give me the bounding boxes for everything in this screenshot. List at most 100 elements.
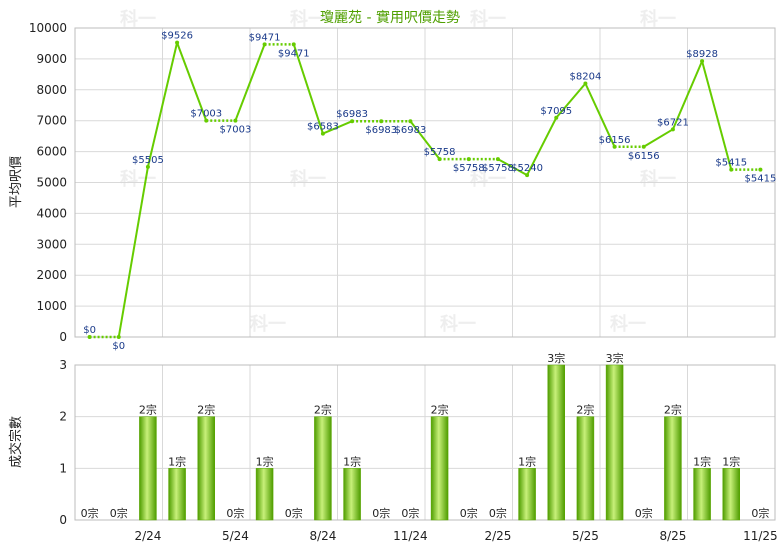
x-tick-label: 11/25	[743, 529, 778, 543]
price-gridlines	[75, 27, 775, 338]
price-data-label: $9471	[278, 48, 310, 59]
count-bar-label: 0宗	[81, 506, 99, 520]
count-bar-label: 0宗	[489, 506, 507, 520]
price-data-point	[204, 118, 209, 123]
count-bar	[576, 416, 595, 521]
price-data-point	[175, 40, 180, 45]
price-data-label: $7003	[220, 125, 252, 136]
price-data-label: $5758	[453, 163, 485, 174]
watermark-text: 科一	[290, 168, 326, 190]
price-line-segment	[176, 42, 208, 121]
price-line-segment	[322, 120, 353, 135]
price-data-label: $8204	[570, 71, 602, 82]
price-y-tick-label: 1000	[36, 299, 67, 313]
count-y-tick-label: 1	[59, 461, 67, 475]
price-data-label: $9471	[249, 32, 281, 43]
price-line-segment	[526, 117, 558, 176]
price-y-tick-label: 4000	[36, 206, 67, 220]
price-line-segment	[234, 43, 266, 121]
price-data-label: $5415	[745, 174, 777, 185]
count-bar	[139, 416, 157, 521]
count-bar-label: 0宗	[635, 506, 653, 520]
price-data-label: $6983	[336, 109, 368, 120]
watermark-text: 科一	[470, 8, 506, 30]
x-tick-label: 8/24	[309, 529, 336, 543]
price-data-point	[233, 118, 238, 123]
count-bar-label: 1宗	[693, 454, 711, 468]
price-data-point	[466, 157, 471, 162]
count-bar-label: 1宗	[722, 454, 740, 468]
price-y-tick-label: 9000	[36, 52, 67, 66]
count-bar-label: 1宗	[343, 454, 361, 468]
count-bar-label: 2宗	[197, 403, 215, 417]
price-data-label: $6583	[307, 122, 339, 133]
price-data-point	[379, 119, 384, 124]
chart-title: 瓊麗苑 - 實用呎價走勢	[320, 9, 460, 26]
count-bar	[314, 416, 332, 521]
price-data-point	[145, 164, 150, 169]
price-data-point	[641, 144, 646, 149]
count-bar-label: 3宗	[547, 351, 565, 365]
count-bar	[197, 416, 215, 521]
count-y-tick-label: 0	[59, 513, 67, 527]
price-line-segment	[584, 83, 616, 148]
x-tick-label: 5/24	[222, 529, 249, 543]
watermark-text: 科一	[290, 8, 326, 30]
price-data-point	[729, 167, 734, 172]
price-data-label: $8928	[686, 49, 718, 60]
count-bar	[605, 364, 624, 521]
price-data-label: $5415	[715, 158, 747, 169]
price-line-segment	[292, 44, 324, 134]
price-data-point	[700, 59, 705, 64]
count-bar-label: 0宗	[372, 506, 390, 520]
price-data-label: $0	[83, 325, 96, 336]
count-bar	[168, 468, 186, 521]
x-axis-ticks: 2/24 5/24 8/24 11/24 2/25 5/25 8/25 11/25	[134, 529, 777, 543]
price-data-point	[525, 173, 530, 178]
price-line-segment	[497, 158, 528, 176]
count-bar-label: 1宗	[518, 454, 536, 468]
x-tick-label: 11/24	[393, 529, 428, 543]
price-data-point	[291, 42, 296, 47]
count-bar	[693, 468, 711, 521]
count-bar-label: 0宗	[226, 506, 244, 520]
count-bar-label: 2宗	[664, 403, 682, 417]
x-tick-label: 2/24	[134, 529, 161, 543]
price-data-label: $6983	[365, 125, 397, 136]
price-y-tick-label: 7000	[36, 114, 67, 128]
price-data-point	[408, 119, 413, 124]
count-bar-label: 1宗	[168, 454, 186, 468]
watermark-text: 科一	[610, 313, 646, 335]
count-plot-frame	[74, 364, 776, 521]
price-data-point	[437, 157, 442, 162]
price-line-segment	[117, 166, 149, 338]
price-data-point	[320, 131, 325, 136]
count-bar	[255, 468, 274, 521]
watermark-text: 科一	[120, 8, 156, 30]
watermark-text: 科一	[440, 313, 476, 335]
watermark-text: 科一	[470, 168, 506, 190]
price-line-segment	[643, 128, 674, 148]
price-y-tick-label: 6000	[36, 145, 67, 159]
price-data-point	[612, 144, 617, 149]
price-data-label: $6721	[657, 117, 689, 128]
price-line-segment	[409, 120, 441, 160]
price-data-point	[554, 115, 559, 120]
watermark-text: 科一	[640, 168, 676, 190]
price-data-label: $0	[112, 341, 125, 352]
count-bar-label: 0宗	[285, 506, 303, 520]
price-line: $0 $0 $5505 $9526 $7003 $7003 $9471 $9471 $6583 $…	[83, 31, 776, 352]
price-data-label: $5758	[482, 163, 514, 174]
x-tick-label: 8/25	[659, 529, 686, 543]
price-line-segment	[555, 82, 587, 119]
price-data-point	[87, 335, 92, 339]
price-data-label: $5505	[132, 155, 164, 166]
price-y-tick-label: 3000	[36, 237, 67, 251]
price-data-point	[495, 157, 500, 162]
price-data-label: $7003	[190, 109, 222, 120]
watermark-text: 科一	[250, 313, 286, 335]
watermark-text: 科一	[120, 168, 156, 190]
price-y-tick-label: 5000	[36, 176, 67, 190]
price-plot-frame	[74, 27, 776, 338]
